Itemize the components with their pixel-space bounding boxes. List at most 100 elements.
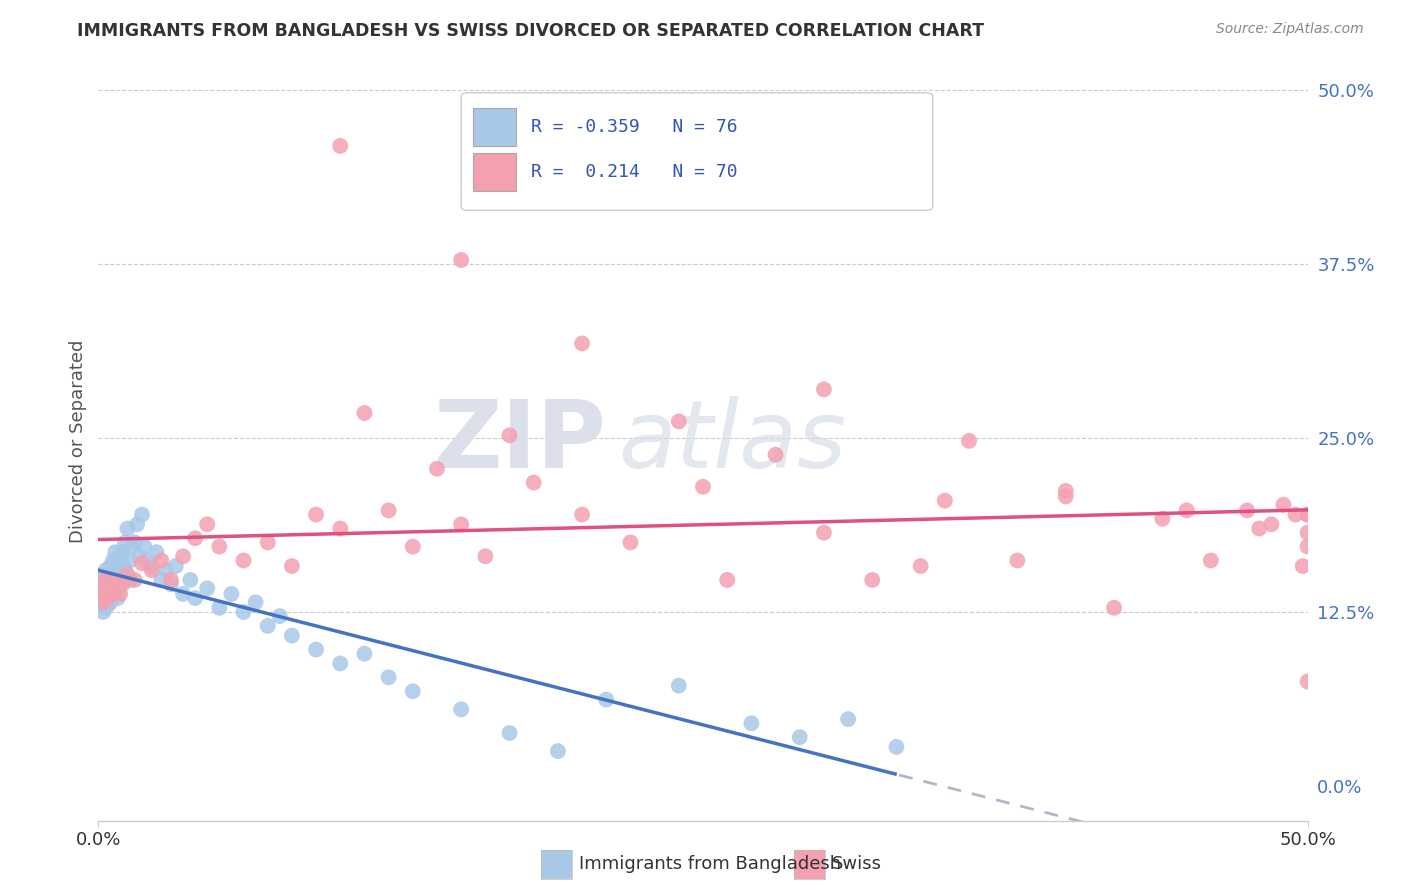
Point [1296, 508, 1319, 522]
Point [1236, 503, 1258, 517]
Point [150, 573, 173, 587]
Point [111, 577, 134, 591]
Point [100, 587, 122, 601]
Point [160, 573, 183, 587]
Point [97, 567, 120, 582]
Point [101, 577, 124, 591]
Point [450, 517, 472, 532]
Point [837, 712, 859, 726]
Point [269, 609, 291, 624]
Point [934, 493, 956, 508]
Point [94, 582, 117, 596]
Point [195, 582, 218, 596]
Point [281, 629, 304, 643]
Point [100, 582, 122, 596]
Point [716, 573, 738, 587]
Point [107, 556, 129, 570]
Point [145, 545, 167, 559]
Point [90, 584, 112, 599]
Point [860, 573, 883, 587]
Point [1199, 553, 1222, 567]
Point [97, 577, 120, 591]
Point [141, 559, 163, 574]
Point [114, 563, 136, 577]
Point [1007, 553, 1029, 567]
Point [97, 582, 120, 596]
Point [208, 600, 231, 615]
Point [498, 428, 520, 442]
Point [1284, 508, 1306, 522]
Point [107, 573, 129, 587]
Point [131, 556, 153, 570]
Point [571, 508, 593, 522]
Point [281, 559, 304, 574]
Point [94, 587, 117, 601]
Point [97, 598, 120, 612]
Point [232, 553, 254, 567]
Point [118, 573, 141, 587]
Point [232, 605, 254, 619]
Point [195, 517, 218, 532]
Text: R =  0.214   N = 70: R = 0.214 N = 70 [531, 163, 738, 181]
Point [1292, 559, 1315, 574]
Point [94, 573, 117, 587]
Point [107, 591, 129, 605]
Point [498, 726, 520, 740]
Point [245, 595, 267, 609]
Point [94, 600, 117, 615]
Point [104, 563, 127, 577]
Point [184, 531, 207, 545]
Point [305, 508, 328, 522]
Point [910, 559, 932, 574]
Point [1296, 525, 1319, 540]
Point [329, 139, 352, 153]
Point [94, 573, 117, 587]
Point [1272, 498, 1295, 512]
Point [141, 563, 163, 577]
Point [377, 503, 399, 517]
Point [740, 716, 762, 731]
Point [450, 252, 472, 267]
Point [100, 559, 122, 574]
Point [160, 577, 183, 591]
Point [765, 448, 787, 462]
Point [668, 414, 690, 428]
Point [117, 521, 139, 535]
Point [1249, 521, 1271, 535]
Point [426, 461, 449, 475]
Point [329, 657, 352, 671]
Point [97, 591, 120, 605]
Point [101, 553, 124, 567]
Point [107, 573, 129, 587]
Point [450, 702, 472, 716]
Point [305, 642, 328, 657]
Point [813, 383, 835, 397]
Text: Immigrants from Bangladesh: Immigrants from Bangladesh [579, 855, 841, 873]
Point [91, 577, 114, 591]
Point [100, 573, 122, 587]
Point [128, 549, 150, 564]
Point [118, 553, 141, 567]
Text: atlas: atlas [619, 396, 846, 487]
Point [108, 549, 131, 564]
Point [523, 475, 546, 490]
Point [100, 595, 122, 609]
Point [91, 605, 114, 619]
Point [165, 559, 187, 574]
Point [208, 540, 231, 554]
Point [114, 535, 136, 549]
Point [329, 521, 352, 535]
Point [1296, 540, 1319, 554]
Point [134, 540, 156, 554]
Point [111, 545, 134, 559]
Point [108, 587, 131, 601]
Point [619, 535, 641, 549]
Point [100, 573, 122, 587]
Point [155, 563, 177, 577]
Point [90, 584, 112, 599]
Point [402, 540, 425, 554]
Point [101, 570, 124, 584]
Point [353, 647, 375, 661]
Point [172, 549, 194, 564]
Point [104, 582, 127, 596]
